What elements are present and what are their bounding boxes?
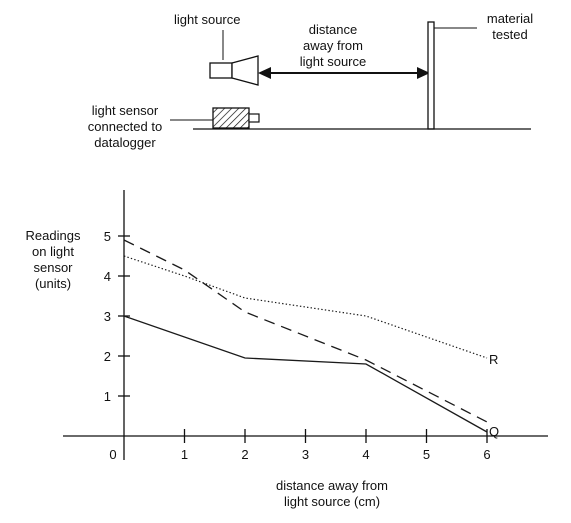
x-tick-label-0: 0 <box>109 447 116 462</box>
light-source-lens <box>231 55 259 86</box>
distance-label-line-1: distance <box>309 22 357 37</box>
series-line-r <box>123 255 488 359</box>
x-axis-label-line-1: distance away from <box>276 478 388 493</box>
series-line-dashed <box>123 239 488 423</box>
distance-arrow-head-left <box>258 67 271 79</box>
light-sensor <box>212 107 250 129</box>
light-source-label: light source <box>174 12 240 27</box>
graph-marks: 0 1 2 3 4 5 6 1 2 3 4 5 Q R <box>104 229 499 462</box>
x-axis-label-line-2: light source (cm) <box>284 494 380 509</box>
y-axis-label-line-4: (units) <box>35 276 71 291</box>
material-sample <box>427 21 435 130</box>
material-label-line-2: tested <box>492 27 527 42</box>
y-axis-label-line-1: Readings <box>26 228 81 243</box>
y-axis-label-line-2: on light <box>32 244 74 259</box>
series-line-q <box>123 315 488 433</box>
sensor-label-line-2: connected to <box>88 119 162 134</box>
light-sensor-tip <box>248 113 260 123</box>
material-label-line-1: material <box>487 11 533 26</box>
apparatus-diagram: light source distance away from light so… <box>88 11 533 150</box>
sensor-label-line-1: light sensor <box>92 103 159 118</box>
x-tick-label-2: 2 <box>241 447 248 462</box>
light-source-body <box>209 62 233 79</box>
y-tick-label-3: 3 <box>104 309 111 324</box>
y-tick-label-2: 2 <box>104 349 111 364</box>
distance-label-line-2: away from <box>303 38 363 53</box>
graph: Readings on light sensor (units) distanc… <box>26 190 548 509</box>
distance-label-line-3: light source <box>300 54 366 69</box>
series-label-q: Q <box>489 424 499 439</box>
y-tick-label-4: 4 <box>104 269 111 284</box>
y-tick-label-1: 1 <box>104 389 111 404</box>
x-tick-label-4: 4 <box>362 447 369 462</box>
x-tick-label-6: 6 <box>483 447 490 462</box>
sensor-label-line-3: datalogger <box>94 135 156 150</box>
distance-arrow-head-right <box>417 67 430 79</box>
x-tick-label-5: 5 <box>423 447 430 462</box>
y-axis-label-line-3: sensor <box>33 260 73 275</box>
series-label-r: R <box>489 352 498 367</box>
x-tick-label-3: 3 <box>302 447 309 462</box>
y-tick-label-5: 5 <box>104 229 111 244</box>
x-tick-label-1: 1 <box>181 447 188 462</box>
